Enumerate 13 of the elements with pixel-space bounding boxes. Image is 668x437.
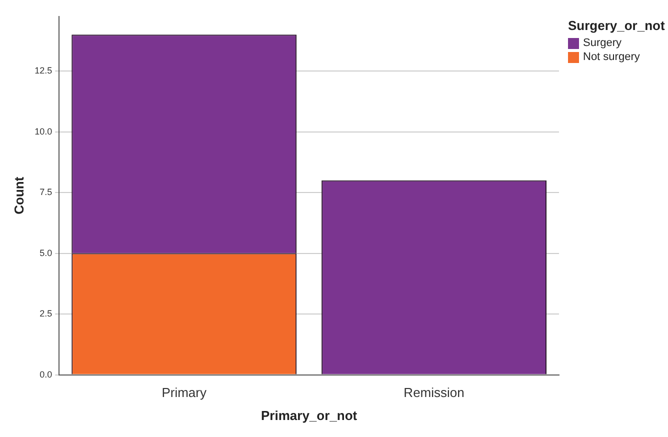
y-tick-label: 7.5 <box>40 187 52 198</box>
x-tick-label: Remission <box>404 385 464 400</box>
y-tick-label: 12.5 <box>34 66 52 76</box>
x-tick-label: Primary <box>162 385 207 400</box>
y-tick-label: 5.0 <box>40 248 52 258</box>
legend-label: Surgery <box>583 37 622 49</box>
x-axis-title: Primary_or_not <box>261 408 358 423</box>
y-tick-label: 10.0 <box>34 126 52 136</box>
y-axis-title: Count <box>11 176 26 214</box>
legend-title: Surgery_or_not <box>568 18 665 33</box>
y-tick-label: 0.0 <box>40 369 52 380</box>
y-tick-label: 2.5 <box>40 308 52 319</box>
legend-label: Not surgery <box>583 51 640 63</box>
